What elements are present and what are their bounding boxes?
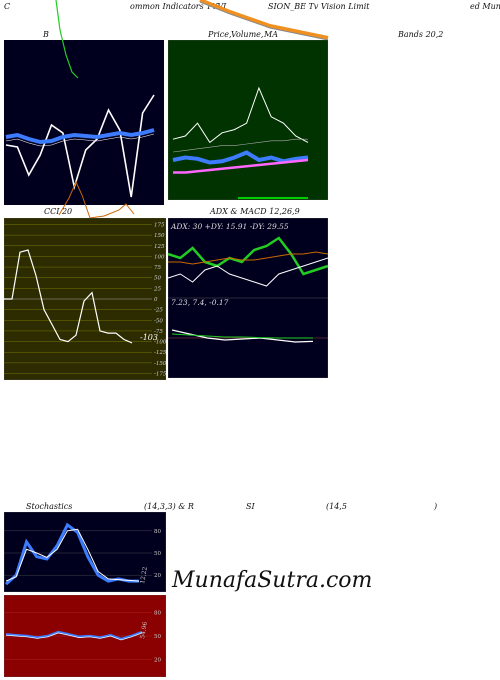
cci-tick-label: -25 — [154, 308, 163, 314]
header-c: C — [4, 2, 11, 11]
stoch-last-label: 12.22 — [139, 566, 149, 584]
cci-tick-label: 100 — [154, 254, 165, 260]
bollinger-chart — [4, 40, 164, 205]
top-decoration — [55, 0, 329, 79]
bands-title: Bands 20,2 — [398, 30, 444, 39]
macd-values: 7.23, 7.4, -0.17 — [171, 298, 229, 307]
adx-chart: ADX: 30 +DY: 15.91 -DY: 29.55 — [168, 218, 328, 298]
cci-tick-label: -125 — [154, 350, 166, 356]
adx-values: ADX: 30 +DY: 15.91 -DY: 29.55 — [170, 222, 289, 231]
rsi-last-label: 54.96 — [139, 621, 149, 639]
cci-tick-label: -75 — [154, 329, 163, 335]
cci-title: CCI 20 — [44, 207, 73, 216]
price-title: Price, — [208, 30, 232, 39]
stoch-tick-label: 80 — [154, 529, 161, 535]
rsi-tick-label: 80 — [154, 611, 161, 617]
rsi-tick-label: 20 — [154, 657, 161, 663]
cci-tick-label: -175 — [154, 372, 166, 378]
macd-chart: 7.23, 7.4, -0.17 — [168, 298, 328, 378]
adx-title: ADX & MACD 12,26,9 — [210, 207, 300, 216]
cci-tick-label: -50 — [154, 318, 163, 324]
cci-last-label: -103 — [140, 333, 158, 342]
bollinger-price-line — [5, 94, 155, 198]
stoch-d-line — [5, 528, 140, 582]
cci-tick-label: 125 — [154, 244, 165, 250]
cci-tick-label: 25 — [153, 286, 161, 292]
rsi-close: ) — [434, 502, 438, 511]
cci-tick-label: 175 — [154, 222, 165, 228]
orange-volume-band — [199, 0, 329, 40]
price-line-white — [172, 86, 309, 144]
price-ma-blue — [172, 150, 309, 165]
cci-tick-label: 150 — [154, 233, 165, 239]
cci-tick-label: 0 — [154, 297, 158, 303]
rsi-tick-label: 50 — [154, 634, 161, 640]
bb-title: B — [43, 30, 49, 39]
bollinger-inner-line — [5, 133, 155, 147]
rsi-line — [5, 630, 143, 641]
header-ticker: SION_BE Tv Vision Limit — [268, 2, 370, 11]
stoch-params: (14,3,3) & R — [144, 502, 194, 511]
macd-signal-line — [171, 333, 313, 339]
rsi-signal-line — [5, 632, 143, 641]
ma-title: MA — [264, 30, 278, 39]
price-ma-grey — [172, 138, 308, 153]
cci-line — [4, 249, 133, 344]
adx-white-line — [168, 257, 328, 287]
cci-tick-label: -150 — [154, 361, 166, 367]
adx-bg — [168, 218, 328, 298]
green-ma-line — [55, 0, 79, 79]
rsi-chart: 80 50 20 54.96 — [4, 595, 166, 677]
rsi-params: (14,5 — [326, 502, 347, 511]
cci-tick-label: -100 — [154, 340, 166, 346]
rsi-title: SI — [246, 502, 255, 511]
bollinger-middle-band — [5, 128, 155, 145]
stoch-title: Stochastics — [26, 502, 73, 511]
cci-tick-label: 50 — [154, 276, 161, 282]
stoch-tick-label: 50 — [154, 551, 161, 557]
volume-title: Volume, — [231, 30, 264, 39]
grey-volume-band — [199, 1, 329, 41]
watermark: MunafaSutra.com — [172, 568, 373, 593]
cci-tick-label: 75 — [154, 265, 161, 271]
orange-overlay — [58, 180, 135, 219]
header-common-indicators: ommon Indicators TVVI — [130, 2, 227, 11]
price-ma-pink — [173, 158, 309, 174]
cci-chart: 175 150 125 100 75 50 25 0 -25 -50 -75 -100 -125 -150… — [4, 218, 166, 380]
adx-green-line — [168, 236, 328, 276]
stochastics-chart: 80 50 20 12.22 — [4, 512, 166, 592]
header-munafa: ed MunafaS — [470, 2, 500, 11]
adx-orange-line — [168, 251, 328, 265]
bollinger-bg — [4, 40, 164, 205]
stoch-tick-label: 20 — [154, 573, 161, 579]
price-chart — [168, 40, 328, 200]
